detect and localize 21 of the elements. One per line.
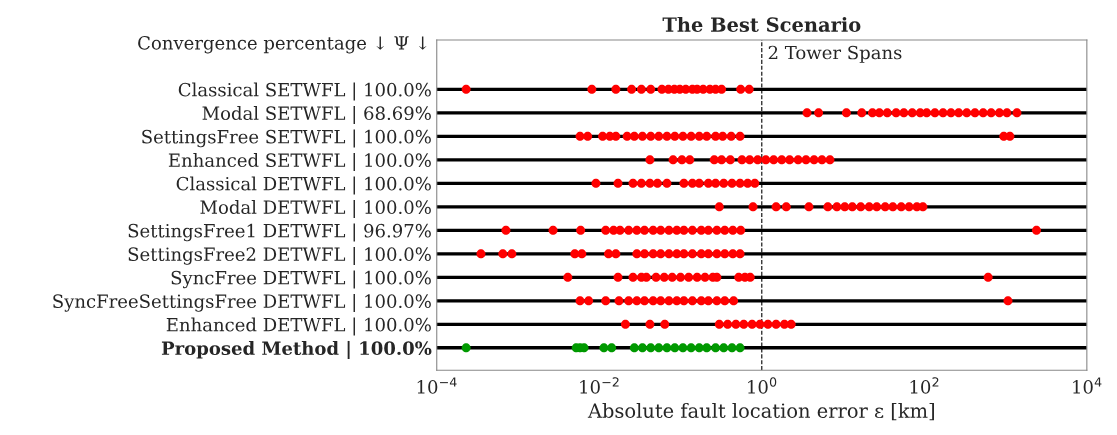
y-tick-label: SettingsFree1 DETWFL | 96.97% — [128, 223, 431, 242]
y-tick-label: SyncFreeSettingsFree DETWFL | 100.0% — [53, 293, 431, 313]
x-tick-label: 10$^{−2}$ — [580, 377, 619, 394]
y-tick-label: Modal DETWFL | 100.0% — [200, 199, 431, 219]
y-tick-label: Classical SETWFL | 100.0% — [178, 82, 431, 101]
y-tick-label: Proposed Method | 100.0% — [161, 340, 432, 360]
x-tick-label: 10$^{2}$ — [910, 377, 939, 394]
y-tick-label: SettingsFree2 DETWFL | 100.0% — [128, 246, 431, 266]
y-tick-label: Modal SETWFL | 68.69% — [202, 105, 431, 125]
ref-line-label: 2 Tower Spans — [768, 45, 902, 63]
y-tick-label: Enhanced DETWFL | 100.0% — [166, 317, 431, 336]
x-tick-label: 10$^{4}$ — [1073, 377, 1102, 394]
x-tick-label: 10$^{−4}$ — [417, 377, 457, 394]
y-tick-label: SyncFree DETWFL | 100.0% — [171, 270, 431, 289]
chart-title: The Best Scenario — [662, 16, 861, 32]
y-tick-label: SettingsFree SETWFL | 100.0% — [142, 129, 431, 148]
y-tick-label: Classical DETWFL | 100.0% — [176, 176, 431, 195]
x-axis-title: Absolute fault location error ε [km] — [587, 402, 934, 421]
y-tick-label: Enhanced SETWFL | 100.0% — [168, 152, 431, 172]
text: Convergence percentage ↓ Ψ ↓ — [138, 36, 427, 54]
x-tick-label: 10$^{0}$ — [748, 377, 777, 394]
